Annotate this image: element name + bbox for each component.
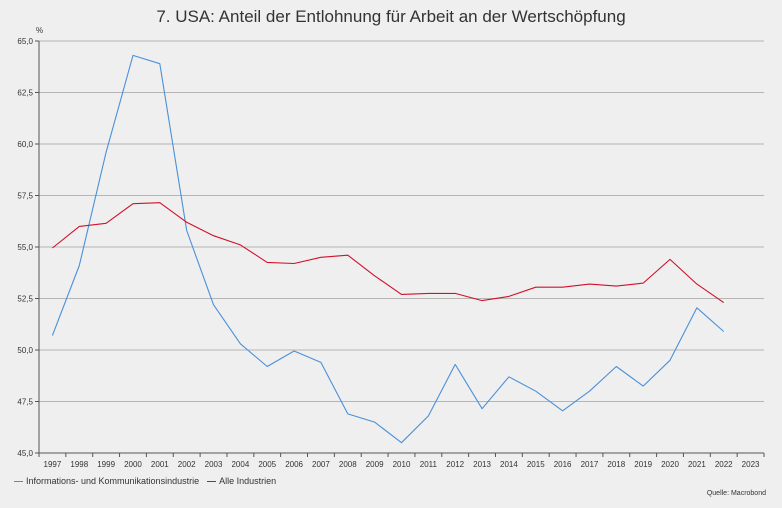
- y-tick-label: 50,0: [17, 346, 33, 355]
- x-tick-label: 2003: [205, 460, 223, 469]
- legend-label-ikt: Informations- und Kommunikationsindustri…: [26, 476, 200, 486]
- x-tick-label: 2015: [527, 460, 545, 469]
- x-tick-label: 2000: [124, 460, 142, 469]
- x-tick-label: 2023: [742, 460, 760, 469]
- x-tick-label: 2005: [258, 460, 276, 469]
- legend-swatch-alle: [207, 480, 217, 482]
- y-tick-label: 52,5: [17, 295, 33, 304]
- x-tick-label: 1999: [97, 460, 115, 469]
- series-line-alle: [52, 202, 725, 304]
- x-tick-label: 2018: [607, 460, 625, 469]
- chart-title: 7. USA: Anteil der Entlohnung für Arbeit…: [156, 7, 626, 26]
- y-tick-label: 60,0: [17, 140, 33, 149]
- y-tick-label: 47,5: [17, 398, 33, 407]
- y-tick-label: 45,0: [17, 449, 33, 458]
- legend-item-ikt: Informations- und Kommunikationsindustri…: [14, 476, 199, 486]
- x-tick-label: 2001: [151, 460, 169, 469]
- x-tick-label: 2013: [473, 460, 491, 469]
- legend-swatch-ikt: [14, 480, 23, 482]
- x-tick-label: 2016: [554, 460, 572, 469]
- x-tick-label: 2008: [339, 460, 357, 469]
- x-tick-label: 2010: [393, 460, 411, 469]
- series-line-ikt: [51, 54, 725, 444]
- x-tick-label: 2009: [366, 460, 384, 469]
- x-tick-label: 2017: [581, 460, 599, 469]
- y-tick-label: 57,5: [17, 192, 33, 201]
- y-tick-label: 62,5: [17, 89, 33, 98]
- x-tick-label: 2020: [661, 460, 679, 469]
- x-tick-label: 2006: [285, 460, 303, 469]
- x-tick-label: 2019: [634, 460, 652, 469]
- source-note: Quelle: Macrobond: [706, 490, 766, 497]
- y-tick-label: 55,0: [17, 243, 33, 252]
- x-tick-label: 2011: [420, 460, 438, 469]
- x-tick-label: 2021: [688, 460, 706, 469]
- y-axis-unit-label: %: [36, 26, 43, 35]
- legend: Informations- und Kommunikationsindustri…: [14, 476, 284, 486]
- legend-label-alle: Alle Industrien: [219, 476, 277, 486]
- x-tick-label: 2004: [231, 460, 249, 469]
- legend-item-alle: Alle Industrien: [207, 476, 276, 486]
- x-tick-label: 2022: [715, 460, 733, 469]
- x-tick-label: 2014: [500, 460, 518, 469]
- x-tick-label: 2002: [178, 460, 196, 469]
- y-tick-label: 65,0: [17, 37, 33, 46]
- x-tick-label: 2007: [312, 460, 330, 469]
- x-tick-label: 1998: [70, 460, 88, 469]
- x-tick-label: 2012: [446, 460, 464, 469]
- x-tick-label: 1997: [44, 460, 62, 469]
